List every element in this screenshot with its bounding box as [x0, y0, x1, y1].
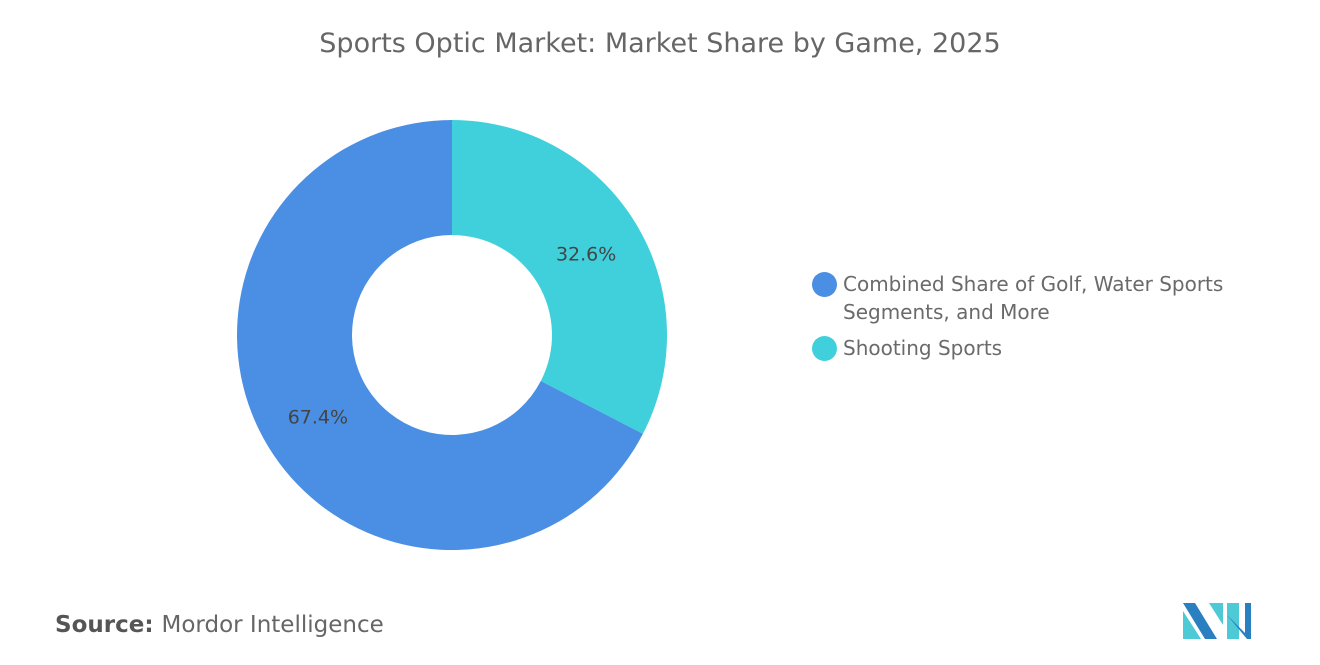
source-note: Source: Mordor Intelligence [55, 612, 384, 638]
legend-swatch [812, 336, 837, 361]
donut-slice [236, 120, 643, 550]
legend-item: Shooting Sports [812, 334, 1252, 362]
legend: Combined Share of Golf, Water Sports Seg… [812, 270, 1252, 370]
legend-label: Combined Share of Golf, Water Sports Seg… [843, 272, 1224, 324]
mordor-logo [1183, 603, 1251, 639]
slice-label: 67.4% [288, 407, 348, 429]
legend-swatch [812, 272, 837, 297]
donut-chart: 32.6% 67.4% [236, 120, 667, 550]
donut-slice [452, 120, 667, 434]
slice-label: 32.6% [556, 243, 616, 265]
chart-title: Sports Optic Market: Market Share by Gam… [319, 28, 1001, 59]
source-value: Mordor Intelligence [161, 612, 384, 638]
legend-item: Combined Share of Golf, Water Sports Seg… [812, 270, 1252, 326]
source-label: Source: [55, 612, 154, 638]
legend-label: Shooting Sports [843, 336, 1003, 360]
